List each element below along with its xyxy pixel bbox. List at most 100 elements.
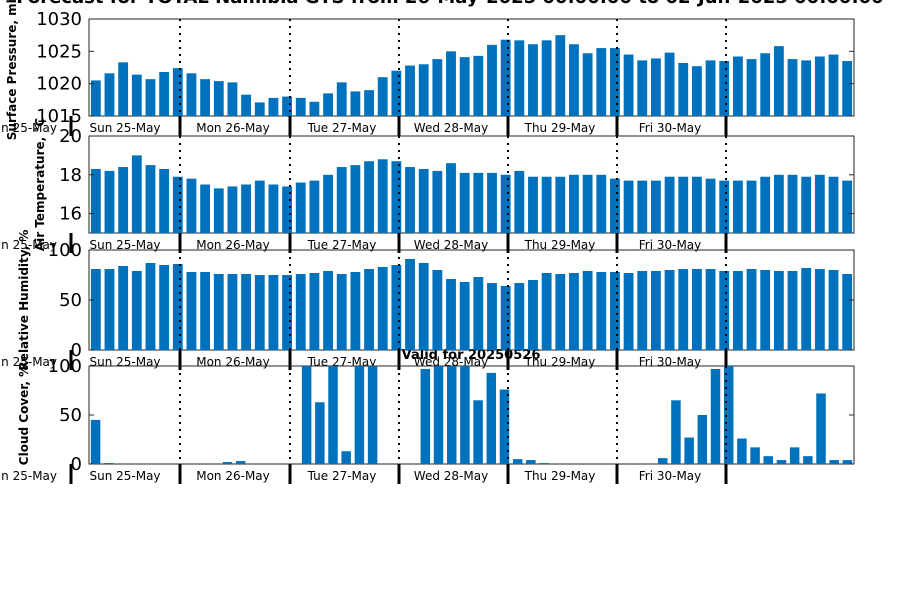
bar	[268, 184, 279, 233]
bar	[254, 102, 265, 116]
bar	[539, 463, 549, 464]
x-tick-label: Wed 28-May	[414, 121, 488, 135]
bar	[801, 268, 812, 350]
bar	[691, 269, 702, 350]
bar	[227, 82, 238, 116]
y-axis-label: Relative Humidity, %	[17, 230, 31, 371]
bar	[350, 165, 361, 233]
x-tick-label: Fri 30-May	[639, 238, 702, 252]
bar	[760, 53, 771, 116]
bar	[213, 274, 224, 350]
bar	[118, 62, 129, 116]
bar	[596, 48, 607, 116]
bar	[459, 172, 470, 233]
bar	[405, 167, 415, 233]
x-tick-label: n 25-May	[1, 469, 57, 483]
bar	[801, 60, 812, 116]
bar	[268, 275, 279, 350]
bar	[446, 163, 456, 233]
bar	[691, 66, 702, 116]
bar	[364, 269, 374, 350]
bar	[816, 393, 826, 464]
bar	[213, 188, 224, 233]
bar	[104, 463, 114, 464]
bar	[637, 271, 648, 350]
bar	[787, 59, 798, 116]
bar	[569, 44, 579, 116]
x-tick-label: Thu 29-May	[524, 238, 596, 252]
bar	[282, 96, 292, 116]
x-tick-label: Wed 28-May	[414, 469, 488, 483]
bar	[719, 61, 730, 116]
bar	[664, 176, 675, 233]
bar	[705, 60, 716, 116]
bar	[159, 265, 170, 350]
bar	[90, 419, 101, 464]
bar	[555, 35, 566, 116]
bar	[705, 178, 716, 233]
y-tick-label: 16	[59, 204, 82, 225]
x-tick-label: Mon 26-May	[196, 121, 270, 135]
bar	[746, 269, 757, 350]
bar	[90, 269, 101, 350]
bar	[760, 270, 771, 350]
bar	[514, 170, 525, 233]
bar	[172, 264, 183, 350]
bar	[773, 46, 784, 116]
bar	[814, 56, 825, 116]
bar	[582, 53, 593, 116]
bar	[664, 52, 675, 116]
bar	[789, 447, 800, 464]
bar	[200, 272, 211, 350]
bar	[487, 44, 497, 116]
bar	[433, 366, 444, 464]
bar	[499, 389, 510, 464]
bar	[750, 447, 760, 464]
bar	[705, 269, 716, 350]
bar	[555, 176, 566, 233]
bar	[131, 74, 142, 116]
x-tick-label: Thu 29-May	[524, 355, 596, 369]
bar	[377, 77, 388, 116]
bar	[418, 64, 429, 116]
y-axis-label: Surface Pressure, mb	[5, 0, 19, 140]
x-tick-label: Mon 26-May	[196, 469, 270, 483]
bar	[213, 81, 224, 116]
bar	[828, 176, 839, 233]
bar	[842, 180, 853, 233]
y-tick-label: 0	[71, 340, 82, 361]
x-tick-label: Sun 25-May	[0, 121, 57, 135]
bar	[651, 180, 661, 233]
bar	[432, 59, 443, 116]
bar	[391, 70, 402, 116]
bar	[323, 271, 333, 350]
bar	[787, 174, 798, 233]
bar	[222, 462, 233, 464]
bar	[104, 269, 115, 350]
bar	[691, 176, 702, 233]
y-tick-label: 100	[48, 240, 82, 261]
bar	[354, 366, 365, 464]
bar	[145, 263, 156, 350]
bar	[684, 437, 694, 464]
bar	[582, 271, 593, 350]
y-tick-label: 1020	[36, 74, 82, 95]
bar	[282, 186, 292, 233]
y-tick-label: 1030	[36, 9, 82, 30]
bar	[512, 459, 523, 464]
bar	[391, 161, 402, 233]
bar	[801, 176, 812, 233]
bar	[336, 167, 347, 233]
bar	[282, 275, 292, 350]
bar	[763, 456, 774, 464]
bar	[719, 271, 730, 350]
bar	[773, 271, 784, 350]
bar	[623, 273, 634, 350]
bar	[200, 184, 211, 233]
bar	[391, 265, 402, 350]
x-tick-label: Sun 25-May	[89, 121, 160, 135]
bar	[658, 458, 668, 464]
